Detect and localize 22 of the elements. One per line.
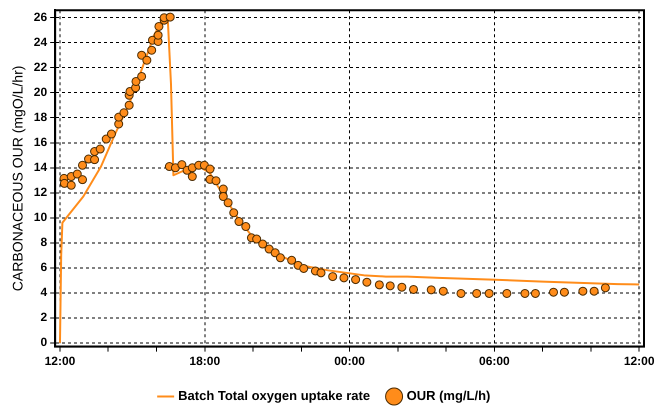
y-tick-label: 6 — [40, 260, 48, 274]
y-tick-label: 8 — [40, 235, 48, 250]
x-tick-label: 12:00 — [624, 354, 655, 368]
y-tick-label: 24 — [34, 35, 48, 50]
x-tick-label: 06:00 — [479, 354, 510, 368]
x-tick-label: 18:00 — [189, 354, 220, 368]
legend-label: Batch Total oxygen uptake rate — [178, 388, 370, 404]
y-tick-label: 16 — [34, 135, 48, 150]
y-tick-label: 14 — [34, 160, 48, 174]
y-tick-label: 12 — [34, 185, 48, 200]
legend-label: OUR (mg/L/h) — [406, 388, 490, 404]
y-tick-label: 2 — [40, 310, 48, 324]
y-tick-label: 20 — [34, 85, 48, 100]
y-tick-label: 0 — [40, 335, 48, 350]
y-tick-label: 18 — [34, 110, 48, 124]
x-tick-label: 12:00 — [44, 354, 76, 368]
y-tick-label: 4 — [40, 285, 48, 300]
y-axis-title: CARBONACEOUS OUR (mgO/L/hr) — [9, 66, 26, 292]
x-tick-label: 00:00 — [334, 354, 366, 368]
y-tick-label: 22 — [34, 60, 48, 74]
y-tick-label: 10 — [34, 210, 48, 224]
y-tick-label: 26 — [34, 10, 48, 24]
